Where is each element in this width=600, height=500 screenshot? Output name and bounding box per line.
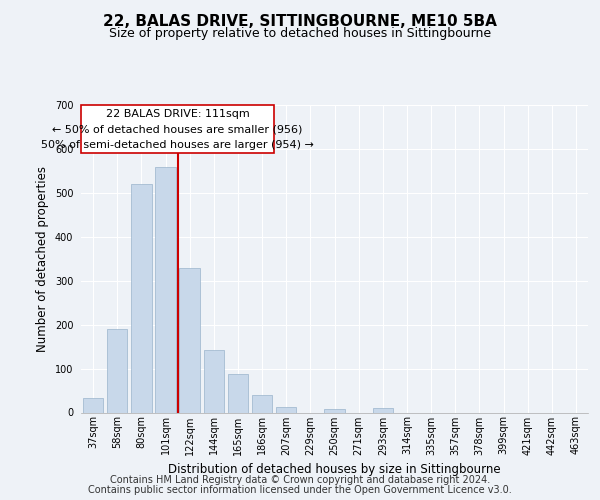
Bar (83, 398, 103, 412)
Bar (252, 395, 272, 412)
Bar (179, 268, 200, 412)
Bar (203, 350, 224, 412)
Bar (276, 407, 296, 412)
Y-axis label: Number of detached properties: Number of detached properties (37, 166, 49, 352)
Text: 22 BALAS DRIVE: 111sqm
← 50% of detached houses are smaller (956)
50% of semi-de: 22 BALAS DRIVE: 111sqm ← 50% of detached… (41, 108, 314, 150)
Text: Contains public sector information licensed under the Open Government Licence v3: Contains public sector information licen… (88, 485, 512, 495)
Bar (373, 408, 393, 412)
Text: 22, BALAS DRIVE, SITTINGBOURNE, ME10 5BA: 22, BALAS DRIVE, SITTINGBOURNE, ME10 5BA (103, 14, 497, 29)
Text: Contains HM Land Registry data © Crown copyright and database right 2024.: Contains HM Land Registry data © Crown c… (110, 475, 490, 485)
Bar (227, 374, 248, 412)
X-axis label: Distribution of detached houses by size in Sittingbourne: Distribution of detached houses by size … (168, 463, 501, 476)
Bar (155, 168, 176, 412)
Bar (107, 329, 127, 412)
Text: Size of property relative to detached houses in Sittingbourne: Size of property relative to detached ho… (109, 28, 491, 40)
Bar (324, 409, 345, 412)
Bar (131, 184, 152, 412)
